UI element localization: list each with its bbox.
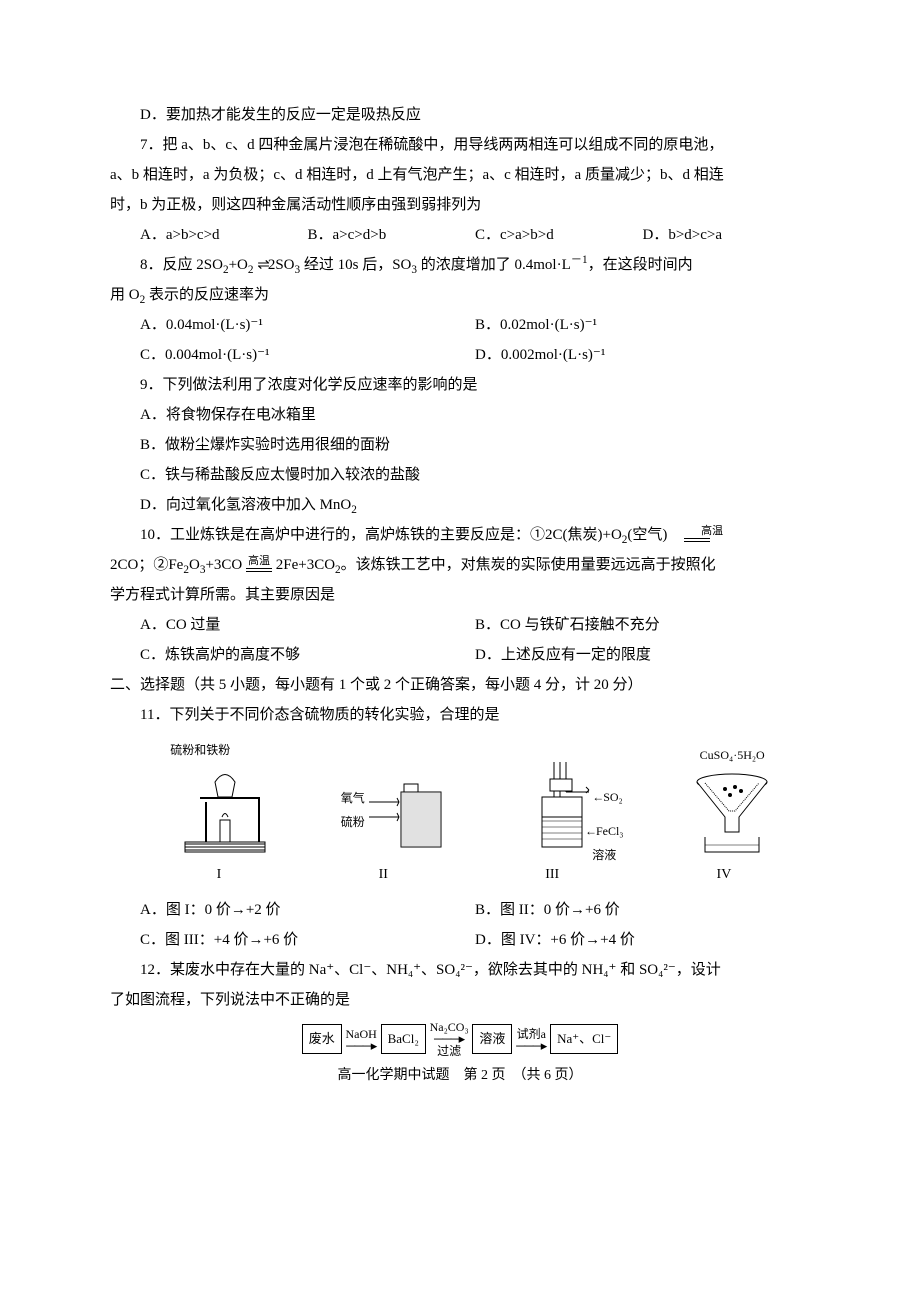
q10-options-ab: A．CO 过量 B．CO 与铁矿石接触不充分: [110, 610, 810, 640]
q12-stem-2: 了如图流程，下列说法中不正确的是: [110, 985, 810, 1015]
bunsen-burner-icon: [170, 762, 280, 857]
flow-box-1: 废水: [302, 1024, 342, 1054]
diagram-2: 氧气 硫粉: [341, 762, 454, 857]
q11-diagrams: 硫粉和铁粉 氧气 硫粉: [140, 738, 810, 857]
q8-options-ab: A．0.04mol·(L·s)⁻¹ B．0.02mol·(L·s)⁻¹: [110, 310, 810, 340]
q11-roman-labels: I II III IV: [138, 861, 810, 889]
q11-a: A．图 I：0 价→+2 价: [140, 895, 475, 925]
q7-c: C．c>a>b>d: [475, 220, 643, 250]
flow-box-2: BaCl₂: [381, 1024, 426, 1054]
q11-stem: 11．下列关于不同价态含硫物质的转化实验，合理的是: [110, 700, 810, 730]
q8-d: D．0.002mol·(L·s)⁻¹: [475, 340, 810, 370]
q7-a: A．a>b>c>d: [140, 220, 308, 250]
q7-stem-1: 7．把 a、b、c、d 四种金属片浸泡在稀硫酸中，用导线两两相连可以组成不同的原…: [110, 130, 810, 160]
q8-stem-2: 用 O2 表示的反应速率为: [110, 280, 810, 310]
q10-d: D．上述反应有一定的限度: [475, 640, 810, 670]
q7-stem-2: a、b 相连时，a 为负极；c、d 相连时，d 上有气泡产生；a、c 相连时，a…: [110, 160, 810, 190]
q7-stem-3: 时，b 为正极，则这四种金属活动性顺序由强到弱排列为: [110, 190, 810, 220]
q7-options: A．a>b>c>d B．a>c>d>b C．c>a>b>d D．b>d>c>a: [110, 220, 810, 250]
q11-d: D．图 IV：+6 价→+4 价: [475, 925, 810, 955]
q6-option-d: D．要加热才能发生的反应一定是吸热反应: [110, 100, 810, 130]
q10-c: C．炼铁高炉的高度不够: [140, 640, 475, 670]
q11-options-ab: A．图 I：0 价→+2 价 B．图 II：0 价→+6 价: [110, 895, 810, 925]
flow-arrow-1: NaOH ───▸: [346, 1028, 377, 1052]
q9-b: B．做粉尘爆炸实验时选用很细的面粉: [110, 430, 810, 460]
q9-d: D．向过氧化氢溶液中加入 MnO2: [110, 490, 810, 520]
page-footer: 高一化学期中试题 第 2 页 （共 6 页）: [110, 1062, 810, 1090]
q12-flow: 废水 NaOH ───▸ BaCl₂ Na₂CO₃ ───▸ 过滤 溶液 试剂a…: [110, 1021, 810, 1058]
q9-c: C．铁与稀盐酸反应太慢时加入较浓的盐酸: [110, 460, 810, 490]
q8-stem-1: 8．反应 2SO2+O2 ⇌2SO3 经过 10s 后，SO3 的浓度增加了 0…: [110, 250, 810, 280]
q9-stem: 9．下列做法利用了浓度对化学反应速率的影响的是: [110, 370, 810, 400]
q7-b: B．a>c>d>b: [308, 220, 476, 250]
flow-arrow-2: Na₂CO₃ ───▸ 过滤: [430, 1021, 469, 1058]
diagram-3: ←SO₂ ←FeCl₃溶液: [514, 757, 624, 857]
q10-stem-1: 10．工业炼铁是在高炉中进行的，高炉炼铁的主要反应是：①2C(焦炭)+O2(空气…: [110, 520, 810, 550]
q10-b: B．CO 与铁矿石接触不充分: [475, 610, 810, 640]
q10-a: A．CO 过量: [140, 610, 475, 640]
q7-d: D．b>d>c>a: [643, 220, 811, 250]
q9-a: A．将食物保存在电冰箱里: [110, 400, 810, 430]
q8-c: C．0.004mol·(L·s)⁻¹: [140, 340, 475, 370]
flow-arrow-3: 试剂a ───▸: [516, 1028, 546, 1052]
q11-options-cd: C．图 III：+4 价→+6 价 D．图 IV：+6 价→+4 价: [110, 925, 810, 955]
filter-funnel-icon: [685, 767, 780, 857]
gas-jar-icon: [369, 762, 454, 857]
q10-stem-2: 2CO；②Fe2O3+3CO 高温 2Fe+3CO2。该炼铁工艺中，对焦炭的实际…: [110, 550, 810, 580]
flow-box-3: 溶液: [472, 1024, 512, 1054]
q8-options-cd: C．0.004mol·(L·s)⁻¹ D．0.002mol·(L·s)⁻¹: [110, 340, 810, 370]
q11-c: C．图 III：+4 价→+6 价: [140, 925, 475, 955]
diagram-1: 硫粉和铁粉: [170, 738, 280, 857]
q8-a: A．0.04mol·(L·s)⁻¹: [140, 310, 475, 340]
q11-b: B．图 II：0 价→+6 价: [475, 895, 810, 925]
section-2-title: 二、选择题（共 5 小题，每小题有 1 个或 2 个正确答案，每小题 4 分，计…: [110, 670, 810, 700]
diagram-4: CuSO₄·5H₂O: [685, 743, 780, 857]
q12-stem-1: 12．某废水中存在大量的 Na⁺、Cl⁻、NH₄⁺、SO₄²⁻，欲除去其中的 N…: [110, 955, 810, 985]
flow-box-4: Na⁺、Cl⁻: [550, 1024, 618, 1054]
q8-b: B．0.02mol·(L·s)⁻¹: [475, 310, 810, 340]
q10-options-cd: C．炼铁高炉的高度不够 D．上述反应有一定的限度: [110, 640, 810, 670]
q10-stem-3: 学方程式计算所需。其主要原因是: [110, 580, 810, 610]
